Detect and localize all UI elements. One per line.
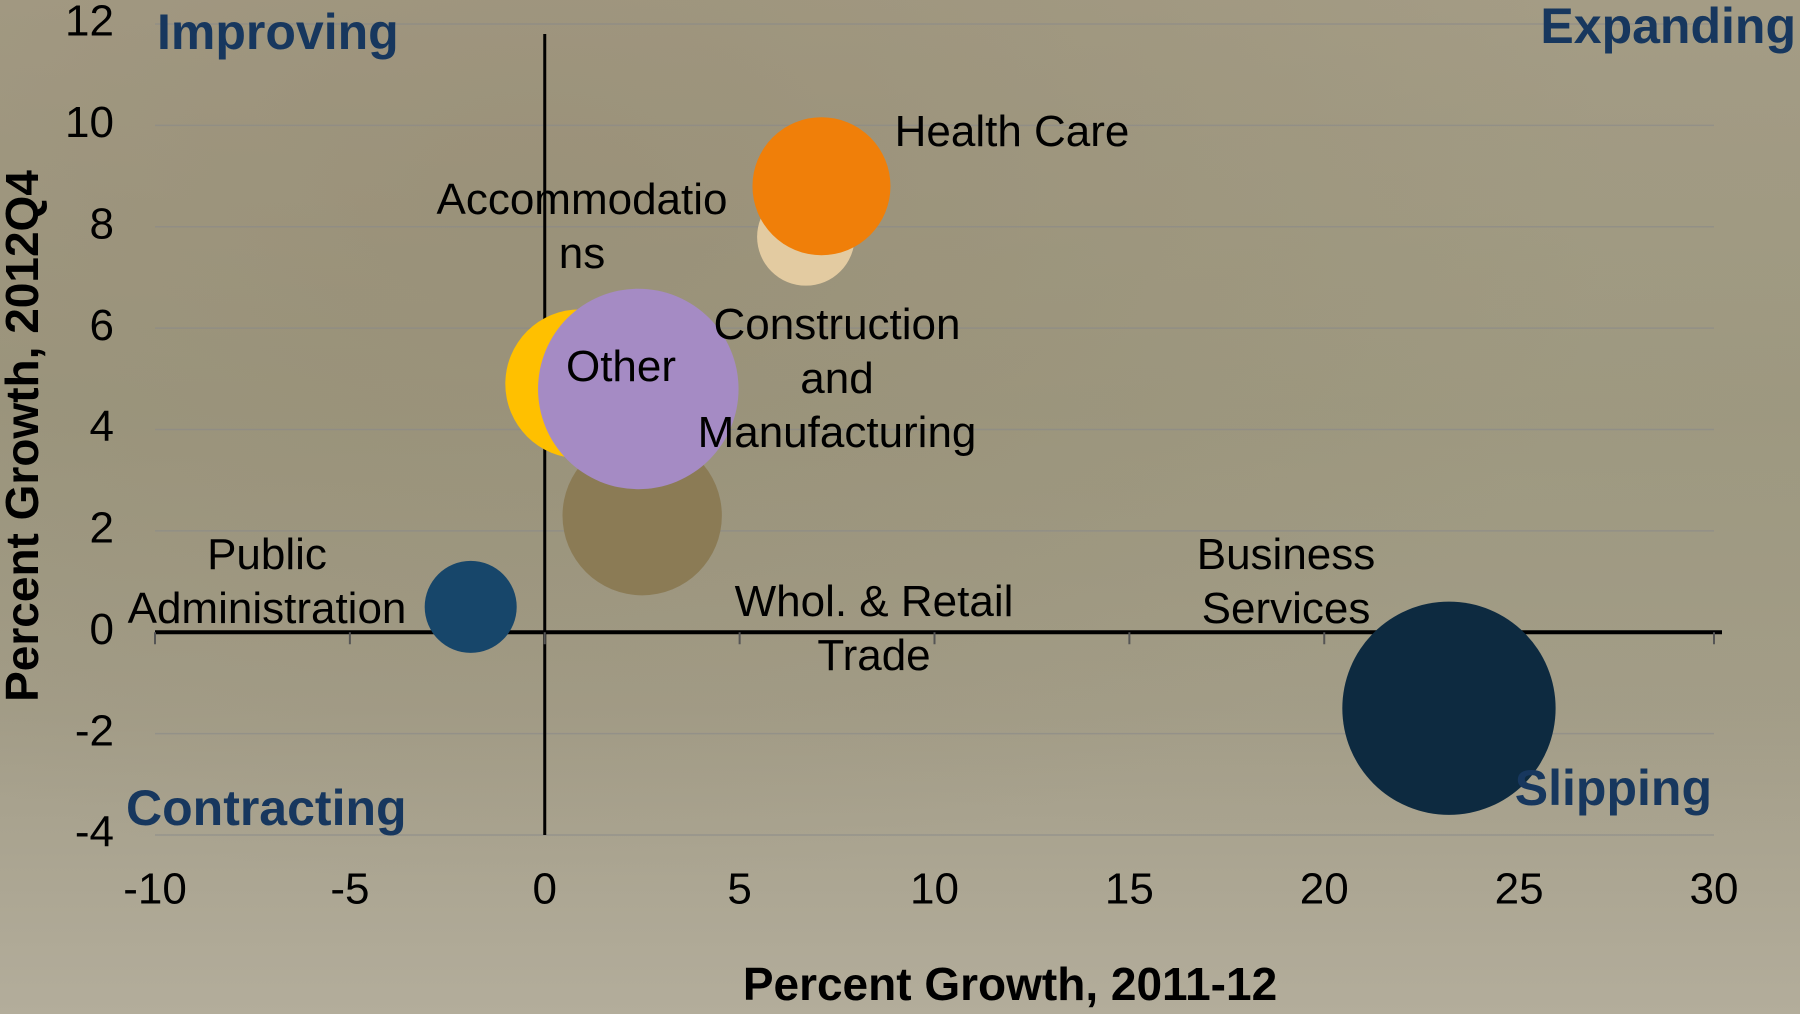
- y-tick-label: 2: [90, 504, 114, 553]
- x-tick-label: 0: [533, 865, 557, 914]
- y-tick-label: -4: [75, 808, 114, 857]
- x-tick-label: 30: [1690, 865, 1739, 914]
- series-label: Whol. & Retail Trade: [734, 577, 1014, 680]
- series-label: Other: [565, 342, 677, 391]
- x-axis-title: Percent Growth, 2011-12: [743, 958, 1277, 1010]
- x-tick-label: 5: [727, 865, 751, 914]
- y-tick-label: -2: [75, 706, 114, 755]
- x-tick-label: -5: [330, 865, 369, 914]
- x-tick-label: 15: [1105, 865, 1154, 914]
- y-tick-label: 12: [65, 0, 114, 46]
- bubble: [1342, 601, 1556, 815]
- x-tick-label: 10: [910, 865, 959, 914]
- quadrant-label: Improving: [157, 4, 399, 60]
- bubble: [752, 117, 891, 256]
- y-tick-label: 8: [90, 199, 114, 248]
- y-tick-label: 0: [90, 605, 114, 654]
- x-tick-label: -10: [123, 865, 187, 914]
- quadrant-label: Expanding: [1540, 0, 1796, 54]
- y-axis-title: Percent Growth, 2012Q4: [0, 170, 48, 702]
- x-tick-label: 25: [1495, 865, 1544, 914]
- series-label: Construction and Manufacturing: [697, 300, 977, 457]
- x-tick-label: 20: [1300, 865, 1349, 914]
- quadrant-label: Slipping: [1515, 760, 1712, 816]
- series-label: Health Care: [894, 107, 1130, 156]
- series-label: Business Services: [1196, 530, 1376, 633]
- y-tick-label: 4: [90, 402, 114, 451]
- quadrant-label: Contracting: [126, 780, 407, 836]
- series-label: Accommodations: [436, 175, 728, 278]
- series-label: Public Administration: [127, 530, 407, 633]
- bubble: [538, 288, 739, 490]
- bubble: [424, 560, 517, 653]
- y-tick-label: 10: [65, 98, 114, 147]
- y-tick-label: 6: [90, 301, 114, 350]
